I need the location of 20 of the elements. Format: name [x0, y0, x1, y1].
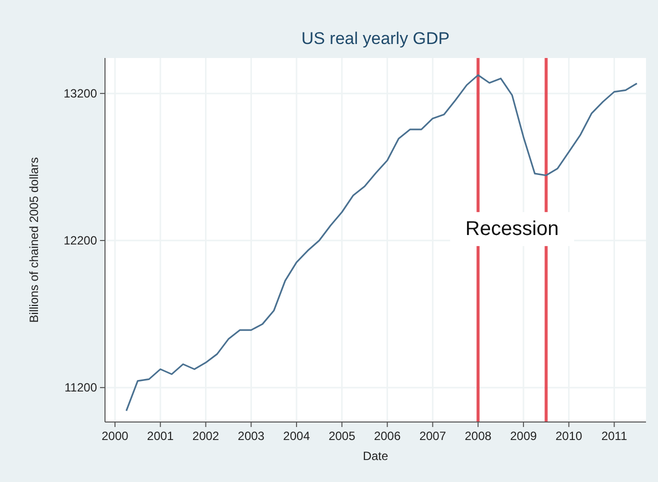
x-tick-label: 2001	[147, 429, 174, 443]
x-tick-label: 2003	[238, 429, 265, 443]
y-tick-label: 12200	[64, 234, 98, 248]
x-tick-label: 2007	[419, 429, 446, 443]
x-tick-label: 2006	[374, 429, 401, 443]
x-axis-title: Date	[362, 449, 388, 463]
y-axis-title: Billions of chained 2005 dollars	[27, 157, 41, 323]
x-tick-label: 2005	[328, 429, 356, 443]
x-tick-label: 2000	[102, 429, 129, 443]
x-tick-label: 2011	[601, 429, 628, 443]
x-tick-label: 2002	[192, 429, 220, 443]
y-tick-label: 11200	[64, 380, 98, 395]
annotation: Recession	[465, 218, 559, 240]
x-tick-label: 2009	[510, 429, 538, 443]
x-tick-label: 2004	[283, 429, 310, 443]
x-tick-label: 2008	[464, 429, 492, 443]
y-tick-label: 13200	[64, 86, 98, 100]
x-tick-label: 2010	[555, 429, 583, 443]
chart-title: US real yearly GDP	[301, 29, 450, 48]
line-series	[126, 74, 638, 412]
